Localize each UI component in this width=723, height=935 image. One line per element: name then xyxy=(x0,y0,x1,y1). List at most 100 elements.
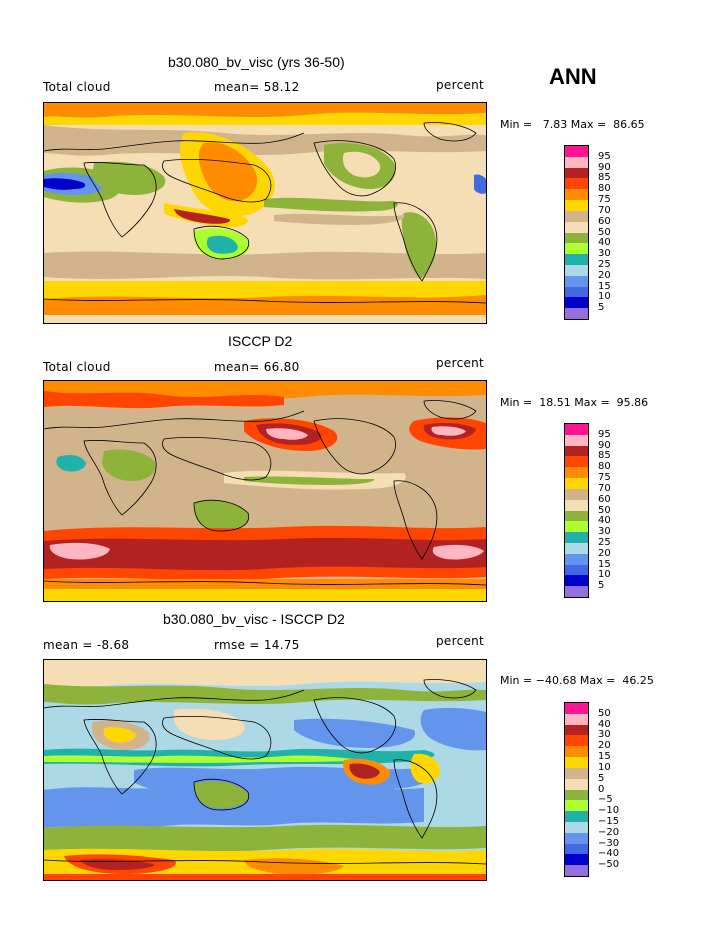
colorbar-label: 20 xyxy=(598,740,611,752)
colorbar-label: 85 xyxy=(598,450,611,462)
colorbar-swatch xyxy=(565,510,588,522)
colorbar-label: 30 xyxy=(598,729,611,741)
colorbar-swatch xyxy=(565,843,588,855)
colorbar-swatch xyxy=(565,778,588,790)
colorbar-label: 70 xyxy=(598,482,611,494)
colorbar-label: 5 xyxy=(598,772,605,784)
colorbar-swatch xyxy=(565,553,588,565)
colorbar-label: 85 xyxy=(598,172,611,184)
colorbar-swatch xyxy=(565,488,588,500)
colorbar-label: 5 xyxy=(598,580,605,592)
colorbar-label: 95 xyxy=(598,428,611,440)
colorbar-label: 25 xyxy=(598,536,611,548)
colorbar-swatch xyxy=(565,478,588,489)
colorbar-swatch xyxy=(565,746,588,758)
colorbar-swatch xyxy=(565,445,588,457)
colorbar-swatch xyxy=(565,210,588,222)
panel3-rmse-label: rmse = 14.75 xyxy=(214,638,300,652)
colorbar-label: 10 xyxy=(598,291,611,303)
colorbar-swatch xyxy=(565,297,588,309)
colorbar-swatch xyxy=(565,221,588,233)
colorbar-label: 70 xyxy=(598,204,611,216)
colorbar-label: 40 xyxy=(598,718,611,730)
colorbar-swatch xyxy=(565,424,588,435)
colorbar-swatch xyxy=(565,789,588,801)
colorbar-label: 25 xyxy=(598,258,611,270)
colorbar-label: −40 xyxy=(598,848,620,860)
colorbar-label: −5 xyxy=(598,794,613,806)
colorbar-label: 40 xyxy=(598,237,611,249)
panel2-colorbar xyxy=(564,423,589,598)
season-label: ANN xyxy=(549,64,597,89)
panel3-units-label: percent xyxy=(436,634,485,648)
panel2-title: ISCCP D2 xyxy=(228,333,293,349)
colorbar-label: 50 xyxy=(598,707,611,719)
colorbar-swatch xyxy=(565,724,588,736)
colorbar-label: 90 xyxy=(598,161,611,173)
colorbar-label: 80 xyxy=(598,461,611,473)
panel2-minmax: Min = 18.51 Max = 95.86 xyxy=(500,396,649,409)
panel3-map xyxy=(43,659,487,881)
colorbar-swatch xyxy=(565,586,588,597)
panel3-minmax: Min = −40.68 Max = 46.25 xyxy=(500,674,654,687)
colorbar-label: −10 xyxy=(598,805,620,817)
colorbar-label: 15 xyxy=(598,280,611,292)
colorbar-swatch xyxy=(565,308,588,319)
colorbar-label: 15 xyxy=(598,558,611,570)
colorbar-label: 50 xyxy=(598,504,611,516)
colorbar-swatch xyxy=(565,178,588,190)
colorbar-swatch xyxy=(565,542,588,554)
colorbar-swatch xyxy=(565,767,588,779)
colorbar-label: 90 xyxy=(598,439,611,451)
colorbar-swatch xyxy=(565,189,588,201)
colorbar-swatch xyxy=(565,703,588,714)
colorbar-label: 60 xyxy=(598,215,611,227)
colorbar-label: 75 xyxy=(598,194,611,206)
colorbar-label: 20 xyxy=(598,269,611,281)
panel3-mean-label: mean = -8.68 xyxy=(43,638,130,652)
colorbar-label: 30 xyxy=(598,248,611,260)
colorbar-swatch xyxy=(565,232,588,244)
colorbar-swatch xyxy=(565,865,588,876)
colorbar-label: 10 xyxy=(598,761,611,773)
panel3-title: b30.080_bv_visc - ISCCP D2 xyxy=(163,611,345,627)
colorbar-label: 0 xyxy=(598,783,605,795)
colorbar-swatch xyxy=(565,800,588,812)
colorbar-label: 50 xyxy=(598,226,611,238)
panel1-variable-label: Total cloud xyxy=(43,80,111,94)
colorbar-swatch xyxy=(565,521,588,533)
panel1-map-field xyxy=(44,103,486,323)
colorbar-swatch xyxy=(565,713,588,725)
panel3-map-field xyxy=(44,660,486,880)
colorbar-swatch xyxy=(565,167,588,179)
colorbar-swatch xyxy=(565,467,588,479)
panel1-map xyxy=(43,102,487,324)
colorbar-swatch xyxy=(565,243,588,255)
colorbar-label: 20 xyxy=(598,547,611,559)
colorbar-label: 95 xyxy=(598,150,611,162)
colorbar-swatch xyxy=(565,832,588,844)
colorbar-swatch xyxy=(565,735,588,747)
colorbar-swatch xyxy=(565,456,588,468)
panel1-colorbar xyxy=(564,145,589,320)
colorbar-label: 15 xyxy=(598,751,611,763)
panel2-units-label: percent xyxy=(436,356,485,370)
colorbar-label: 60 xyxy=(598,493,611,505)
panel2-mean-label: mean= 66.80 xyxy=(214,360,300,374)
colorbar-swatch xyxy=(565,811,588,822)
colorbar-label: 80 xyxy=(598,183,611,195)
colorbar-swatch xyxy=(565,499,588,511)
colorbar-label: 10 xyxy=(598,569,611,581)
colorbar-label: 75 xyxy=(598,472,611,484)
colorbar-swatch xyxy=(565,757,588,768)
colorbar-label: −30 xyxy=(598,837,620,849)
colorbar-swatch xyxy=(565,146,588,157)
colorbar-swatch xyxy=(565,264,588,276)
colorbar-swatch xyxy=(565,156,588,168)
colorbar-label: 40 xyxy=(598,515,611,527)
colorbar-swatch xyxy=(565,286,588,298)
colorbar-swatch xyxy=(565,821,588,833)
colorbar-swatch xyxy=(565,200,588,211)
panel2-variable-label: Total cloud xyxy=(43,360,111,374)
panel1-mean-label: mean= 58.12 xyxy=(214,80,300,94)
